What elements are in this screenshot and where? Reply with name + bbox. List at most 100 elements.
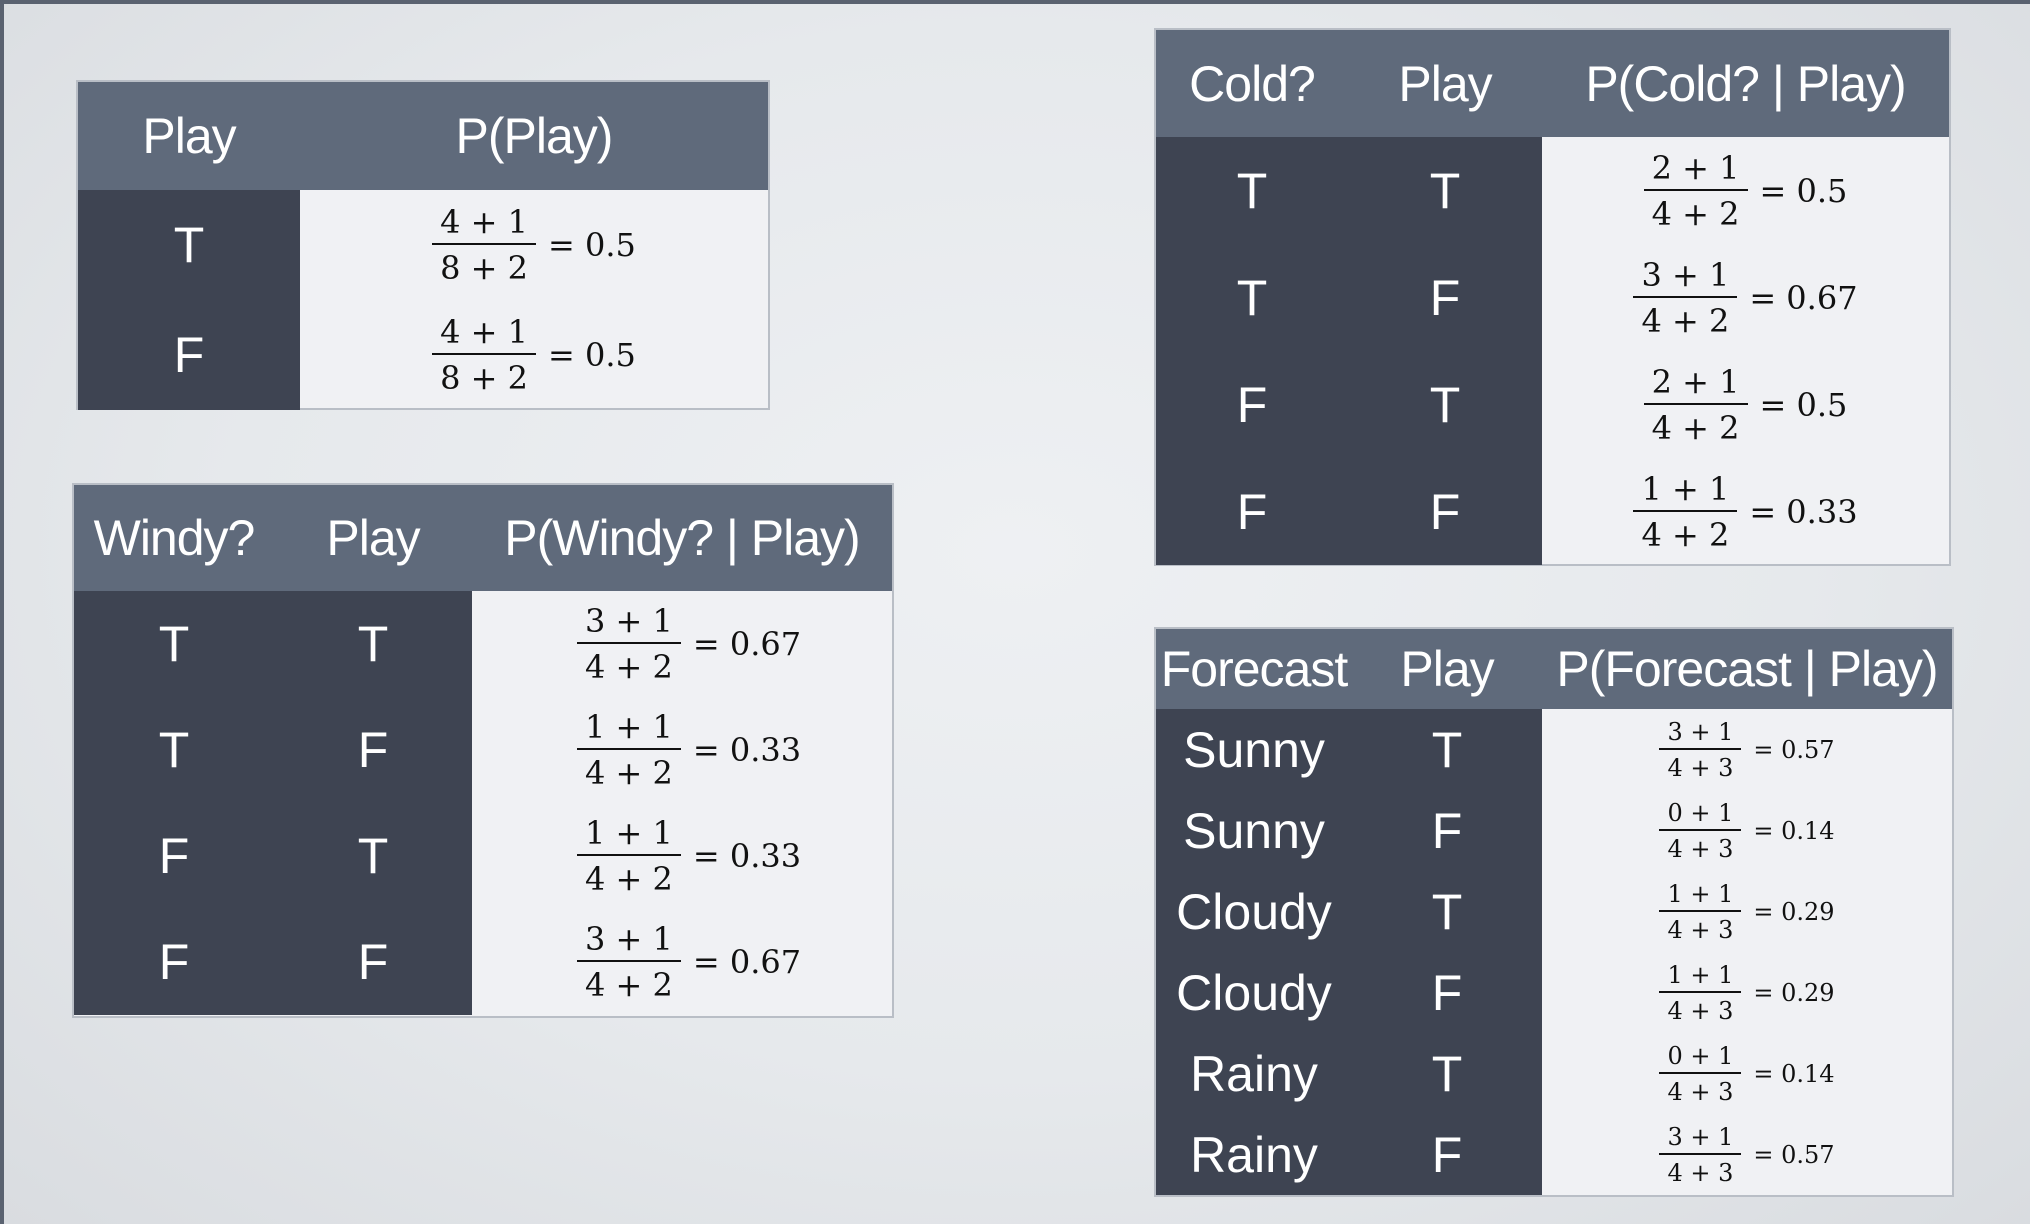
play-value: T xyxy=(357,828,389,884)
probability-result: = 0.5 xyxy=(1759,171,1848,210)
fraction-numerator: 3 + 1 xyxy=(585,920,673,958)
fraction-numerator: 1 + 1 xyxy=(585,708,673,746)
probability-result: = 0.5 xyxy=(548,336,636,374)
fraction-numerator: 1 + 1 xyxy=(585,814,673,852)
play-value: T xyxy=(357,616,389,672)
fraction-numerator: 2 + 1 xyxy=(1651,362,1740,401)
table-header: Cold? Play P(Cold? | Play) xyxy=(1156,30,1949,137)
header-play: Play xyxy=(142,108,236,164)
cold-value: T xyxy=(1236,269,1268,326)
play-value: F xyxy=(173,327,205,383)
probability-result: = 0.29 xyxy=(1753,978,1835,1007)
header-play: Play xyxy=(326,510,420,566)
fraction-denominator: 8 + 2 xyxy=(432,243,536,287)
play-value: F xyxy=(1429,483,1461,540)
table-header: Windy? Play P(Windy? | Play) xyxy=(74,485,892,591)
fraction-numerator: 2 + 1 xyxy=(1651,148,1740,187)
value-columns: T T F F T F T F xyxy=(1156,137,1542,565)
header-cold: Cold? xyxy=(1189,55,1316,112)
play-value: F xyxy=(357,934,389,990)
fraction-numerator: 0 + 1 xyxy=(1667,798,1734,827)
table-header: Play P(Play) xyxy=(78,82,768,190)
table-header: Forecast Play P(Forecast | Play) xyxy=(1156,629,1952,709)
windy-value: T xyxy=(158,722,190,778)
probability-result: = 0.5 xyxy=(548,226,636,264)
cold-value: T xyxy=(1236,162,1268,219)
forecast-value: Sunny xyxy=(1183,721,1325,778)
play-value: T xyxy=(1429,162,1461,219)
forecast-probability-table: Forecast Play P(Forecast | Play) Sunny S… xyxy=(1154,627,1954,1197)
header-probability: P(Forecast | Play) xyxy=(1556,641,1938,697)
fraction-numerator: 1 + 1 xyxy=(1667,879,1734,908)
header-play: Play xyxy=(1400,641,1494,697)
value-columns: T F xyxy=(78,190,300,410)
fraction-numerator: 1 + 1 xyxy=(1667,960,1734,989)
probability-result: = 0.33 xyxy=(692,731,802,769)
forecast-value: Rainy xyxy=(1190,1126,1318,1183)
probability-result: = 0.67 xyxy=(692,943,802,981)
fraction-denominator: 8 + 2 xyxy=(432,353,536,397)
header-windy: Windy? xyxy=(93,510,256,566)
forecast-value: Sunny xyxy=(1183,802,1325,859)
windy-probability-table: Windy? Play P(Windy? | Play) T T F F T F… xyxy=(72,483,894,1018)
header-forecast: Forecast xyxy=(1160,641,1349,697)
fraction-denominator: 4 + 2 xyxy=(577,642,681,686)
fraction-numerator: 4 + 1 xyxy=(440,203,528,241)
play-value: F xyxy=(1431,1126,1463,1183)
fraction-denominator: 4 + 2 xyxy=(577,960,681,1004)
forecast-value: Cloudy xyxy=(1176,964,1332,1021)
probability-result: = 0.33 xyxy=(1749,492,1858,531)
fraction-denominator: 4 + 3 xyxy=(1659,1071,1742,1106)
fraction-numerator: 3 + 1 xyxy=(585,602,673,640)
fraction-denominator: 4 + 2 xyxy=(1633,295,1738,340)
cold-value: F xyxy=(1236,376,1268,433)
play-value: F xyxy=(1431,964,1463,1021)
slide-frame-left xyxy=(0,0,4,1224)
fraction-denominator: 4 + 2 xyxy=(1633,509,1738,554)
fraction-denominator: 4 + 3 xyxy=(1659,909,1742,944)
probability-result: = 0.57 xyxy=(1753,735,1835,764)
cold-probability-table: Cold? Play P(Cold? | Play) T T F F T F T… xyxy=(1154,28,1951,566)
play-value: T xyxy=(173,217,205,273)
header-probability: P(Play) xyxy=(455,108,614,164)
windy-value: F xyxy=(158,934,190,990)
header-probability: P(Cold? | Play) xyxy=(1585,55,1906,112)
fraction-denominator: 4 + 2 xyxy=(1643,188,1748,233)
fraction-numerator: 3 + 1 xyxy=(1667,717,1734,746)
probability-result: = 0.5 xyxy=(1759,385,1848,424)
value-columns: Sunny Sunny Cloudy Cloudy Rainy Rainy T … xyxy=(1156,709,1542,1195)
fraction-numerator: 4 + 1 xyxy=(440,313,528,351)
fraction-denominator: 4 + 3 xyxy=(1659,990,1742,1025)
probability-result: = 0.29 xyxy=(1753,897,1835,926)
play-value: T xyxy=(1431,721,1463,778)
fraction-numerator: 3 + 1 xyxy=(1641,255,1730,294)
windy-value: F xyxy=(158,828,190,884)
slide-frame-top xyxy=(0,0,2030,4)
play-value: T xyxy=(1431,1045,1463,1102)
probability-result: = 0.67 xyxy=(1749,278,1858,317)
forecast-value: Cloudy xyxy=(1176,883,1332,940)
play-value: T xyxy=(1429,376,1461,433)
windy-value: T xyxy=(158,616,190,672)
probability-result: = 0.14 xyxy=(1753,1059,1835,1088)
play-value: F xyxy=(1429,269,1461,326)
play-value: F xyxy=(357,722,389,778)
probability-result: = 0.57 xyxy=(1753,1140,1835,1169)
fraction-numerator: 3 + 1 xyxy=(1667,1122,1734,1151)
fraction-denominator: 4 + 3 xyxy=(1659,747,1742,782)
probability-result: = 0.33 xyxy=(692,837,802,875)
